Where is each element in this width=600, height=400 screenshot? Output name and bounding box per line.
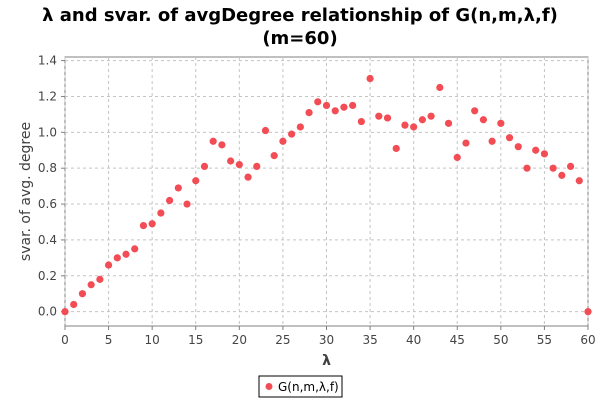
y-tick-label: 0.8 <box>38 161 57 175</box>
data-point <box>157 209 165 217</box>
data-point <box>497 119 505 127</box>
y-tick-label: 1.4 <box>38 54 57 68</box>
data-point <box>183 200 191 208</box>
data-point <box>575 177 583 185</box>
data-point <box>192 177 200 185</box>
axis-layer: 0 5 10 15 20 25 30 35 40 45 50 55 60 0.0 0.2 0.4 0.6 0.8 1… <box>38 54 596 347</box>
y-axis-label: svar. of avg. degree <box>18 122 34 261</box>
data-point <box>253 162 261 170</box>
x-tick-label: 25 <box>275 333 290 347</box>
data-point <box>375 112 383 120</box>
data-point <box>331 107 339 115</box>
x-tick-label: 45 <box>450 333 465 347</box>
y-tick-label: 1.2 <box>38 89 57 103</box>
data-point <box>227 157 235 165</box>
x-tick-label: 50 <box>493 333 508 347</box>
data-point <box>340 103 348 111</box>
data-point <box>305 108 313 117</box>
data-point <box>139 221 148 230</box>
data-point <box>61 308 69 316</box>
data-point <box>122 250 130 258</box>
data-point <box>209 137 217 145</box>
x-tick-label: 60 <box>580 333 595 347</box>
data-point <box>462 139 470 147</box>
data-point <box>401 121 409 129</box>
data-point <box>540 150 549 158</box>
data-point <box>479 116 487 124</box>
x-axis-label: λ <box>322 353 331 369</box>
data-point <box>383 114 392 122</box>
data-point <box>532 146 540 154</box>
points-layer <box>61 74 592 316</box>
data-point <box>131 245 139 253</box>
data-point <box>549 164 557 172</box>
data-point <box>200 162 209 170</box>
data-point <box>471 107 479 115</box>
data-point <box>218 141 226 149</box>
chart-title-line-2: (m=60) <box>262 28 338 49</box>
data-point <box>279 137 287 145</box>
data-point <box>427 112 435 120</box>
y-tick-label: 0.2 <box>38 269 57 283</box>
data-point <box>584 308 592 316</box>
data-point <box>288 130 296 138</box>
x-tick-label: 40 <box>406 333 421 347</box>
data-point <box>70 300 78 309</box>
chart-title-line-1: λ and svar. of avgDegree relationship of… <box>42 5 558 26</box>
legend-label: G(n,m,λ,f) <box>278 380 339 394</box>
data-point <box>261 126 270 135</box>
data-point <box>488 137 496 145</box>
y-tick-label: 0.4 <box>38 233 57 247</box>
data-point <box>244 173 252 181</box>
x-tick-label: 55 <box>537 333 552 347</box>
data-point <box>505 134 514 142</box>
data-point <box>392 144 400 153</box>
data-point <box>436 83 444 92</box>
data-point <box>87 281 95 289</box>
x-tick-label: 30 <box>319 333 334 347</box>
data-point <box>148 220 156 228</box>
y-tick-label: 0.6 <box>38 197 57 211</box>
legend: G(n,m,λ,f) <box>258 375 343 398</box>
legend-marker <box>265 383 273 390</box>
data-point <box>558 171 566 179</box>
data-point <box>314 98 322 106</box>
data-point <box>322 101 331 110</box>
data-point <box>523 164 531 172</box>
data-point <box>96 275 104 283</box>
data-point <box>453 153 461 162</box>
data-point <box>166 196 174 205</box>
x-tick-label: 20 <box>232 333 247 347</box>
x-tick-label: 0 <box>61 333 69 347</box>
data-point <box>349 101 357 110</box>
x-tick-label: 35 <box>362 333 377 347</box>
data-point <box>366 74 374 83</box>
legend-box <box>258 375 343 398</box>
data-point <box>174 184 182 192</box>
data-point <box>566 162 575 170</box>
data-point <box>357 117 365 126</box>
x-tick-label: 5 <box>105 333 113 347</box>
y-tick-label: 1.0 <box>38 125 57 139</box>
data-point <box>235 161 243 169</box>
data-point <box>270 152 278 160</box>
data-point <box>444 119 453 127</box>
data-point <box>78 290 87 298</box>
data-point <box>113 254 121 262</box>
data-point <box>296 123 304 131</box>
x-tick-label: 10 <box>145 333 160 347</box>
data-point <box>418 116 426 124</box>
data-point <box>410 123 418 131</box>
x-tick-label: 15 <box>188 333 203 347</box>
y-tick-label: 0.0 <box>38 305 57 319</box>
data-point <box>514 143 522 151</box>
data-point <box>104 261 113 269</box>
